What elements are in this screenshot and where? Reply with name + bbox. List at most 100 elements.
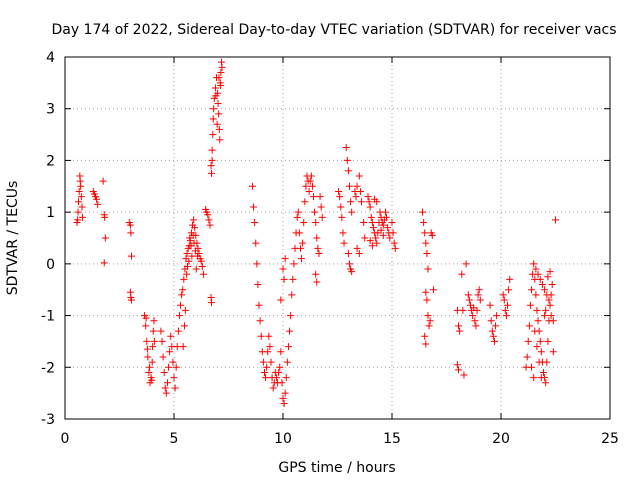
data-point-marker <box>78 213 86 221</box>
data-point-marker <box>502 312 510 320</box>
data-point-marker <box>262 374 270 382</box>
data-point-marker <box>552 216 559 224</box>
y-tick-label: -1 <box>41 309 55 325</box>
data-point-marker <box>310 193 318 201</box>
data-point-marker <box>127 296 135 304</box>
data-point-marker <box>347 198 355 206</box>
data-point-marker <box>345 182 353 190</box>
data-point-marker <box>542 379 550 387</box>
data-point-marker <box>549 348 557 356</box>
data-point-marker <box>379 231 387 239</box>
data-point-marker <box>336 193 344 201</box>
data-point-marker <box>218 63 226 71</box>
data-point-marker <box>146 363 154 371</box>
data-point-marker <box>76 172 84 180</box>
data-point-marker <box>536 275 544 283</box>
data-point-marker <box>348 208 356 216</box>
data-point-marker <box>365 198 373 206</box>
data-point-marker <box>542 306 550 314</box>
data-point-marker <box>313 234 321 242</box>
axis-ticks <box>64 56 611 420</box>
data-point-marker <box>276 363 284 371</box>
data-point-marker <box>506 275 514 283</box>
data-point-marker <box>205 216 213 224</box>
data-point-marker <box>275 368 283 376</box>
y-tick-label: -2 <box>41 360 55 376</box>
data-point-marker <box>353 182 361 190</box>
data-point-marker <box>532 291 540 299</box>
x-tick-label: 0 <box>61 431 70 447</box>
data-point-marker <box>94 200 102 208</box>
data-point-marker <box>263 363 271 371</box>
data-point-marker <box>541 312 549 320</box>
data-point-marker <box>312 218 320 226</box>
data-point-marker <box>317 203 325 211</box>
data-point-marker <box>260 368 268 376</box>
data-point-marker <box>198 262 206 270</box>
data-point-marker <box>166 348 174 356</box>
data-point-marker <box>209 131 217 139</box>
data-point-marker <box>360 218 368 226</box>
data-point-marker <box>311 208 319 216</box>
y-tick-label: -3 <box>41 412 55 428</box>
data-point-marker <box>532 265 540 273</box>
data-point-marker <box>422 239 430 247</box>
data-point-marker <box>313 278 321 286</box>
data-point-marker <box>75 198 83 206</box>
data-point-marker <box>423 250 431 258</box>
data-point-marker <box>298 255 306 263</box>
data-point-marker <box>366 203 374 211</box>
data-point-marker <box>348 268 356 276</box>
data-point-marker <box>207 299 215 307</box>
data-point-marker <box>373 198 381 206</box>
data-point-marker <box>161 384 169 392</box>
data-point-marker <box>391 244 399 252</box>
data-point-marker <box>343 156 351 164</box>
data-point-marker <box>523 353 531 361</box>
data-point-marker <box>534 270 542 278</box>
data-point-marker <box>546 268 554 276</box>
data-point-marker <box>302 182 310 190</box>
data-point-marker <box>277 296 285 304</box>
data-point-marker <box>184 262 192 270</box>
data-point-marker <box>356 187 364 195</box>
data-point-marker <box>369 224 377 232</box>
data-point-marker <box>209 115 217 123</box>
data-point-marker <box>499 291 507 299</box>
data-point-marker <box>308 182 316 190</box>
tick-labels: 0 5 10 15 20 25 -3 -2 -1 0 1 2 3 4 <box>41 50 619 447</box>
data-point-marker <box>295 229 303 237</box>
data-point-marker <box>533 306 541 314</box>
data-point-marker <box>214 100 222 108</box>
data-point-marker <box>475 286 483 294</box>
data-point-marker <box>251 218 259 226</box>
data-point-marker <box>144 353 152 361</box>
data-point-marker <box>545 296 553 304</box>
data-point-marker <box>488 327 496 335</box>
data-point-marker <box>175 312 183 320</box>
data-point-marker <box>473 306 481 314</box>
data-point-marker <box>492 322 500 330</box>
data-point-marker <box>335 187 343 195</box>
y-tick-label: 4 <box>46 50 55 66</box>
data-point-marker <box>456 327 464 335</box>
data-point-marker <box>191 224 199 232</box>
data-point-marker <box>544 337 552 345</box>
data-point-marker <box>77 193 85 201</box>
data-point-marker <box>143 345 151 353</box>
data-point-marker <box>301 198 309 206</box>
data-point-marker <box>178 291 186 299</box>
data-point-marker <box>172 363 180 371</box>
data-point-marker <box>471 317 479 325</box>
data-point-marker <box>143 337 151 345</box>
data-point-marker <box>180 322 188 330</box>
data-point-marker <box>265 332 273 340</box>
data-point-marker <box>419 208 427 216</box>
data-point-marker <box>213 120 221 128</box>
data-point-marker <box>281 389 289 397</box>
data-point-marker <box>254 281 262 289</box>
data-point-marker <box>281 255 289 263</box>
data-point-marker <box>158 337 166 345</box>
data-point-marker <box>180 275 188 283</box>
data-point-marker <box>379 221 387 229</box>
